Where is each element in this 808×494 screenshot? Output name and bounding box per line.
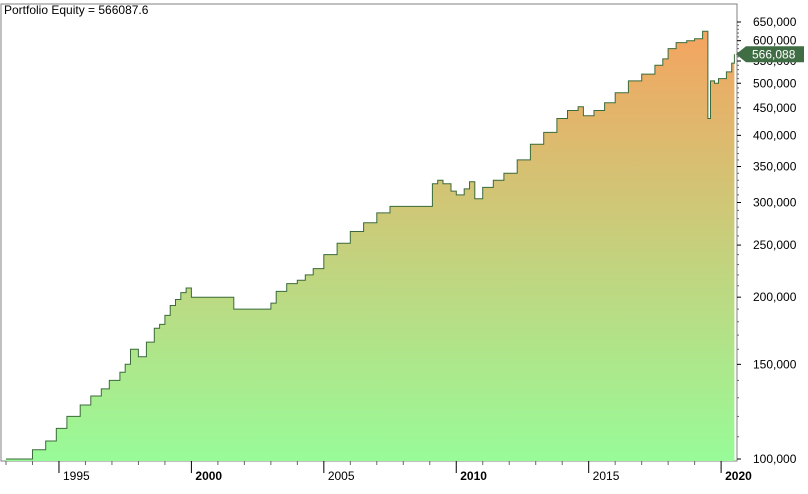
- x-tick-label: 1995: [63, 469, 90, 483]
- x-tick-label: 2015: [593, 469, 620, 483]
- y-tick-label: 200,000: [753, 290, 797, 304]
- y-tick-label: 450,000: [753, 101, 797, 115]
- x-tick-label: 2010: [460, 469, 487, 483]
- x-tick-label: 2000: [195, 469, 222, 483]
- y-tick-label: 250,000: [753, 238, 797, 252]
- y-tick-label: 600,000: [753, 34, 797, 48]
- x-tick-label: 2005: [328, 469, 355, 483]
- last-value-badge: [736, 46, 804, 63]
- y-tick-label: 100,000: [753, 452, 797, 466]
- chart-title: Portfolio Equity = 566087.6: [4, 3, 149, 17]
- y-tick-label: 500,000: [753, 76, 797, 90]
- x-tick-label: 2020: [725, 469, 752, 483]
- equity-area: [6, 31, 735, 461]
- equity-line: [6, 30, 735, 460]
- y-tick-label: 350,000: [753, 160, 797, 174]
- last-value-label: 566,088: [752, 47, 796, 61]
- y-tick-label: 150,000: [753, 357, 797, 371]
- y-tick-label: 400,000: [753, 128, 797, 142]
- y-tick-label: 650,000: [753, 15, 797, 29]
- y-tick-label: 300,000: [753, 196, 797, 210]
